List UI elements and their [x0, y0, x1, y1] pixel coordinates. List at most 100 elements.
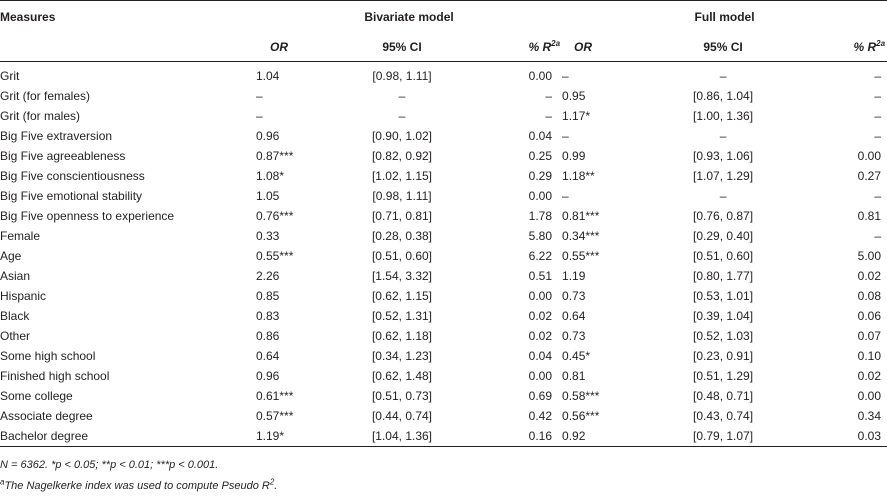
full-or-cell: 0.95 [562, 89, 586, 103]
bivariate-or-cell: 0.33 [256, 229, 280, 243]
bivariate-or-cell: 0.55*** [256, 249, 294, 263]
table-row: Big Five agreeableness 0.87*** [0.82, 0.92… [0, 146, 887, 166]
bivariate-ci-cell: [0.98, 1.11] [372, 189, 432, 203]
measure-cell: Associate degree [0, 409, 93, 423]
significance-note: N = 6362. *p < 0.05; **p < 0.01; ***p < … [0, 459, 219, 471]
full-or-cell: 0.56*** [562, 409, 600, 423]
measure-cell: Bachelor degree [0, 429, 89, 443]
bivariate-or-cell: 2.26 [256, 269, 280, 283]
table-row: Age 0.55*** [0.51, 0.60] 6.22 0.55*** [0.51, … [0, 246, 887, 266]
table-row: Big Five openness to experience 0.76*** [0… [0, 206, 887, 226]
full-r2-cell: 0.27 [857, 169, 882, 183]
table-row: Other 0.86 [0.62, 1.18] 0.02 0.73 [0.52, 1.03… [0, 326, 887, 346]
measure-cell: Big Five emotional stability [0, 189, 143, 203]
full-r2-cell: – [874, 69, 882, 83]
bivariate-r2-cell: 0.00 [528, 189, 553, 203]
measure-cell: Big Five extraversion [0, 129, 113, 143]
measure-cell: Grit [0, 69, 20, 83]
measure-cell: Some high school [0, 349, 96, 363]
bivariate-r2-cell: 6.22 [528, 249, 553, 263]
full-ci-cell: [0.53, 1.01] [693, 289, 754, 303]
measure-cell: Black [0, 309, 30, 323]
measure-cell: Big Five openness to experience [0, 209, 175, 223]
bivariate-or-cell: 0.64 [256, 349, 280, 363]
bivariate-r2-header: % R2a [528, 39, 561, 55]
bivariate-or-cell: 1.19* [256, 429, 285, 443]
full-ci-cell: [0.29, 0.40] [693, 229, 754, 243]
table-row: Grit (for females) – – –0.95 [0.86, 1.04] – [0, 86, 887, 106]
bivariate-or-cell: 0.57*** [256, 409, 294, 423]
table-row: Some high school 0.64 [0.34, 1.23] 0.04 0.45… [0, 346, 887, 366]
full-r2-cell: 0.02 [857, 369, 882, 383]
full-ci-cell: – [719, 69, 727, 83]
full-or-cell: 0.55*** [562, 249, 600, 263]
full-or-header: OR [574, 40, 593, 54]
table-row: Finished high school 0.96 [0.62, 1.48] 0.00… [0, 366, 887, 386]
full-r2-cell: – [874, 89, 882, 103]
bivariate-r2-cell: 0.04 [528, 349, 553, 363]
full-or-cell: 0.81 [562, 369, 586, 383]
full-r2-cell: 0.00 [857, 389, 882, 403]
bivariate-ci-cell: [0.44, 0.74] [371, 409, 433, 423]
full-or-cell: 0.73 [562, 289, 586, 303]
bivariate-ci-cell: – [398, 89, 406, 103]
full-or-cell: 0.99 [562, 149, 586, 163]
full-r2-header: % R2a [853, 39, 886, 55]
bivariate-r2-cell: 0.02 [528, 329, 553, 343]
full-ci-cell: – [719, 189, 727, 203]
table-row: Big Five conscientiousness 1.08* [1.02, 1.… [0, 166, 887, 186]
bivariate-model-header: Bivariate model [364, 10, 454, 24]
bivariate-or-cell: 0.61*** [256, 389, 294, 403]
full-ci-cell: [0.76, 0.87] [693, 209, 754, 223]
full-or-cell: 0.92 [562, 429, 586, 443]
bivariate-or-cell: 0.85 [256, 289, 280, 303]
bivariate-or-cell: 0.96 [256, 369, 280, 383]
full-or-cell: 0.34*** [562, 229, 600, 243]
measure-cell: Some college [0, 389, 73, 403]
full-ci-cell: [0.23, 0.91] [693, 349, 754, 363]
bivariate-ci-cell: [0.51, 0.60] [371, 249, 433, 263]
full-ci-cell: [0.86, 1.04] [693, 89, 754, 103]
measure-cell: Asian [0, 269, 31, 283]
full-or-cell: 0.64 [562, 309, 586, 323]
table-row: Associate degree 0.57*** [0.44, 0.74] 0.42 0… [0, 406, 887, 426]
full-or-cell: 0.81*** [562, 209, 600, 223]
full-or-cell: – [562, 129, 569, 143]
bivariate-or-cell: – [256, 89, 263, 103]
bivariate-ci-cell: [0.90, 1.02] [371, 129, 433, 143]
bivariate-or-cell: 1.08* [256, 169, 285, 183]
bivariate-r2-cell: 0.02 [528, 309, 553, 323]
r2-footnote: aThe Nagelkerke index was used to comput… [0, 477, 278, 492]
full-or-cell: 1.17* [562, 109, 591, 123]
bivariate-ci-cell: [0.62, 1.15] [371, 289, 433, 303]
table-row: Some college 0.61*** [0.51, 0.73] 0.69 0.58*… [0, 386, 887, 406]
bivariate-ci-cell: [0.62, 1.18] [371, 329, 433, 343]
full-or-cell: 1.19 [562, 269, 586, 283]
bivariate-r2-cell: 0.29 [528, 169, 553, 183]
bivariate-r2-cell: – [545, 89, 553, 103]
full-or-cell: 1.18** [562, 169, 595, 183]
bivariate-ci-cell: [0.28, 0.38] [371, 229, 433, 243]
table-row: Bachelor degree 1.19* [1.04, 1.36] 0.16 0.92… [0, 426, 887, 447]
full-r2-cell: – [874, 109, 882, 123]
bivariate-r2-cell: 0.16 [528, 429, 553, 443]
full-ci-cell: [0.43, 0.74] [693, 409, 754, 423]
full-r2-cell: – [874, 229, 882, 243]
full-model-header: Full model [694, 10, 755, 24]
measure-cell: Big Five conscientiousness [0, 169, 145, 183]
table-row: Black 0.83 [0.52, 1.31] 0.02 0.64 [0.39, 1.04… [0, 306, 887, 326]
full-r2-cell: 0.10 [857, 349, 882, 363]
full-ci-header: 95% CI [703, 40, 743, 54]
full-ci-cell: [0.80, 1.77] [693, 269, 754, 283]
bivariate-or-cell: 0.96 [256, 129, 280, 143]
table-notes: N = 6362. *p < 0.05; **p < 0.01; ***p < … [0, 454, 277, 496]
full-ci-cell: [0.51, 0.60] [693, 249, 754, 263]
bivariate-r2-cell: 0.69 [528, 389, 553, 403]
bivariate-ci-cell: [0.52, 1.31] [371, 309, 433, 323]
bivariate-r2-cell: 0.00 [528, 69, 553, 83]
bivariate-ci-cell: [0.34, 1.23] [371, 349, 433, 363]
bivariate-or-cell: 0.86 [256, 329, 280, 343]
full-r2-cell: 0.08 [857, 289, 882, 303]
bivariate-ci-cell: [1.54, 3.32] [371, 269, 433, 283]
